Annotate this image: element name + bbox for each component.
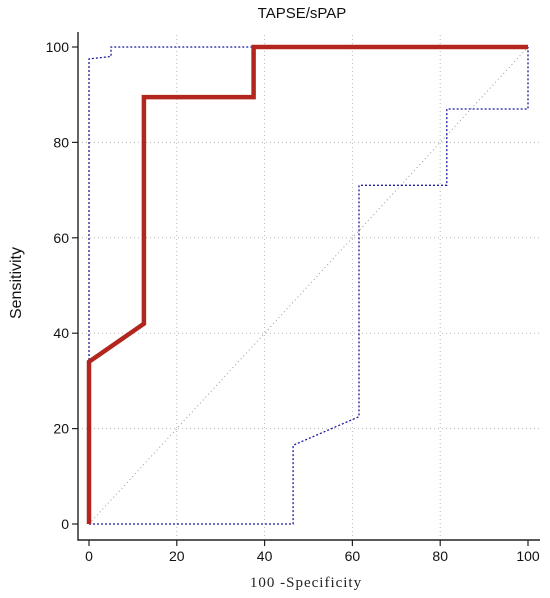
y-tick-label: 60 bbox=[53, 230, 69, 246]
x-tick-label: 100 bbox=[516, 548, 540, 564]
reference-layer bbox=[88, 46, 529, 525]
x-axis-label: 100 -Specificity bbox=[250, 575, 362, 591]
series-layer bbox=[86, 44, 529, 525]
y-tick-label: 0 bbox=[61, 516, 69, 532]
reference-diagonal-line bbox=[88, 46, 529, 525]
y-tick-label: 20 bbox=[53, 421, 69, 437]
y-tick-label: 80 bbox=[53, 134, 69, 150]
y-tick-label: 100 bbox=[46, 39, 70, 55]
x-tick-label: 60 bbox=[345, 548, 361, 564]
x-tick-label: 40 bbox=[257, 548, 273, 564]
lower-confidence-bound-line bbox=[89, 47, 529, 525]
x-tick-label: 20 bbox=[169, 548, 185, 564]
chart-title: TAPSE/sPAP bbox=[258, 5, 347, 22]
grid bbox=[78, 35, 540, 540]
axis-frame bbox=[77, 32, 540, 541]
roc-curve-line bbox=[86, 44, 528, 524]
x-tick-label: 0 bbox=[85, 548, 93, 564]
x-tick-label: 80 bbox=[432, 548, 448, 564]
y-tick-label: 40 bbox=[53, 325, 69, 341]
ticks: 0 20 40 60 80 100 0 20 40 60 80 100 bbox=[46, 39, 540, 564]
y-axis-label: Sensitivity bbox=[8, 247, 25, 319]
